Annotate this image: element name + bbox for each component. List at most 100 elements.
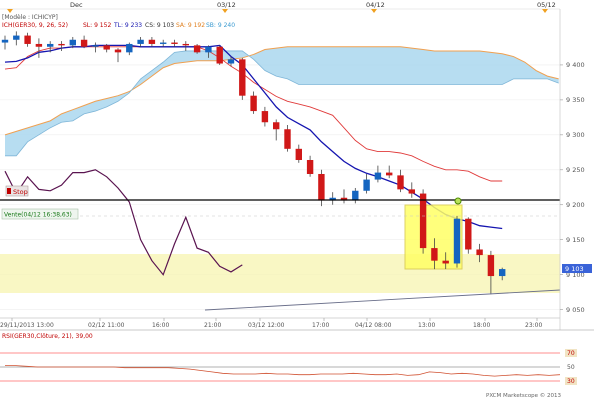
rsi-70-badge [565, 349, 577, 357]
candle-body [374, 172, 382, 180]
candle-body [205, 46, 212, 53]
candle [442, 252, 449, 270]
candle-body [386, 172, 393, 176]
candle [137, 36, 144, 47]
stop-badge [5, 185, 29, 197]
candle-body [69, 39, 76, 46]
rsi-path [5, 365, 561, 377]
candle-body [137, 39, 144, 44]
candle [239, 57, 246, 100]
candle [352, 187, 359, 204]
candle-body [499, 269, 506, 277]
candle [47, 41, 54, 53]
candle-body [103, 45, 110, 50]
candle [58, 41, 65, 51]
candle [306, 155, 314, 177]
candle [227, 56, 235, 67]
session-marker-icon [222, 9, 228, 13]
candle [295, 144, 302, 163]
candle-body [92, 45, 99, 47]
senkou-a-line [4, 46, 559, 136]
candle [69, 36, 76, 49]
time-tick-label: 21:00 [204, 322, 221, 329]
time-tick-label: 23:00 [525, 322, 542, 329]
price-tick-label: 9 100 [566, 271, 585, 279]
candle-body [114, 49, 122, 53]
candle-body [126, 43, 133, 53]
candle-body [35, 43, 43, 47]
chikou-line [4, 169, 243, 276]
header-date-4: 05/12 [537, 1, 556, 9]
indicator-lines [4, 44, 503, 230]
price-tick-label: 9 250 [566, 166, 585, 174]
header-bar [0, 0, 594, 9]
indicator-label: ICH(GER30, 9, 26, 52) [2, 22, 68, 29]
ichimoku-cloud [4, 46, 559, 157]
session-marker-icon [542, 9, 548, 13]
candle-body [352, 190, 359, 201]
rsi-70-label: 70 [567, 350, 575, 357]
session-marker-icon [7, 9, 13, 13]
candle [374, 165, 382, 183]
candle-body [476, 249, 483, 256]
candle [329, 192, 336, 205]
time-tick-label: 13:00 [418, 322, 435, 329]
candle [386, 165, 393, 179]
candle [284, 125, 291, 152]
price-tick-label: 9 400 [566, 61, 585, 69]
price-tick-label: 9 150 [566, 236, 585, 244]
rsi-label: RSI(GER30,Clôture, 21), 39,00 [2, 333, 93, 340]
candle [160, 39, 167, 47]
time-tick-label: 29/11/2013 13:00 [0, 322, 54, 329]
candle [148, 36, 156, 47]
candle-body [408, 189, 415, 194]
time-tick-label: 02/12 11:00 [88, 322, 125, 329]
sl-label: SL: 9 152 [83, 22, 111, 29]
candle [114, 48, 122, 63]
rsi-line [5, 365, 561, 377]
candle-body [148, 39, 156, 44]
candle [205, 45, 212, 58]
candle-body [171, 42, 178, 44]
candle [273, 119, 280, 141]
time-tick-label: 17:00 [312, 322, 329, 329]
candle [193, 43, 201, 54]
trend-line[interactable] [204, 289, 561, 311]
candle-body [193, 45, 201, 53]
candle [431, 238, 438, 270]
candle-body [329, 197, 336, 201]
time-tick-label: 16:00 [152, 322, 169, 329]
candle [499, 267, 506, 281]
candle [92, 42, 99, 53]
cs-label: CS: 9 103 [145, 22, 174, 29]
stop-marker-icon [7, 188, 11, 194]
candle-body [160, 42, 167, 44]
candle [80, 35, 88, 49]
header-date-1: Dec [70, 1, 83, 9]
kumo-area [5, 46, 559, 156]
header-date-3: 04/12 [366, 1, 385, 9]
candle [465, 217, 472, 254]
candle-body [227, 59, 235, 64]
candle-body [58, 43, 65, 46]
candle [363, 173, 370, 194]
candle [487, 250, 495, 295]
candle [1, 35, 9, 50]
candle [250, 91, 257, 114]
candle [340, 189, 348, 204]
candle-body [363, 179, 370, 191]
candle-body [250, 95, 257, 112]
time-tick-label: 03/12 12:00 [248, 322, 285, 329]
vente-label: Vente(04/12 16:38,63) [4, 212, 72, 219]
candle-body [306, 160, 314, 174]
price-tick-label: 9 300 [566, 131, 585, 139]
candle-body [239, 59, 246, 96]
sa-label: SA: 9 192 [176, 22, 205, 29]
candle [453, 215, 461, 268]
signal-marker-icon[interactable] [454, 197, 462, 205]
candle-body [261, 111, 269, 123]
candle [171, 39, 178, 47]
candle-body [182, 43, 189, 46]
